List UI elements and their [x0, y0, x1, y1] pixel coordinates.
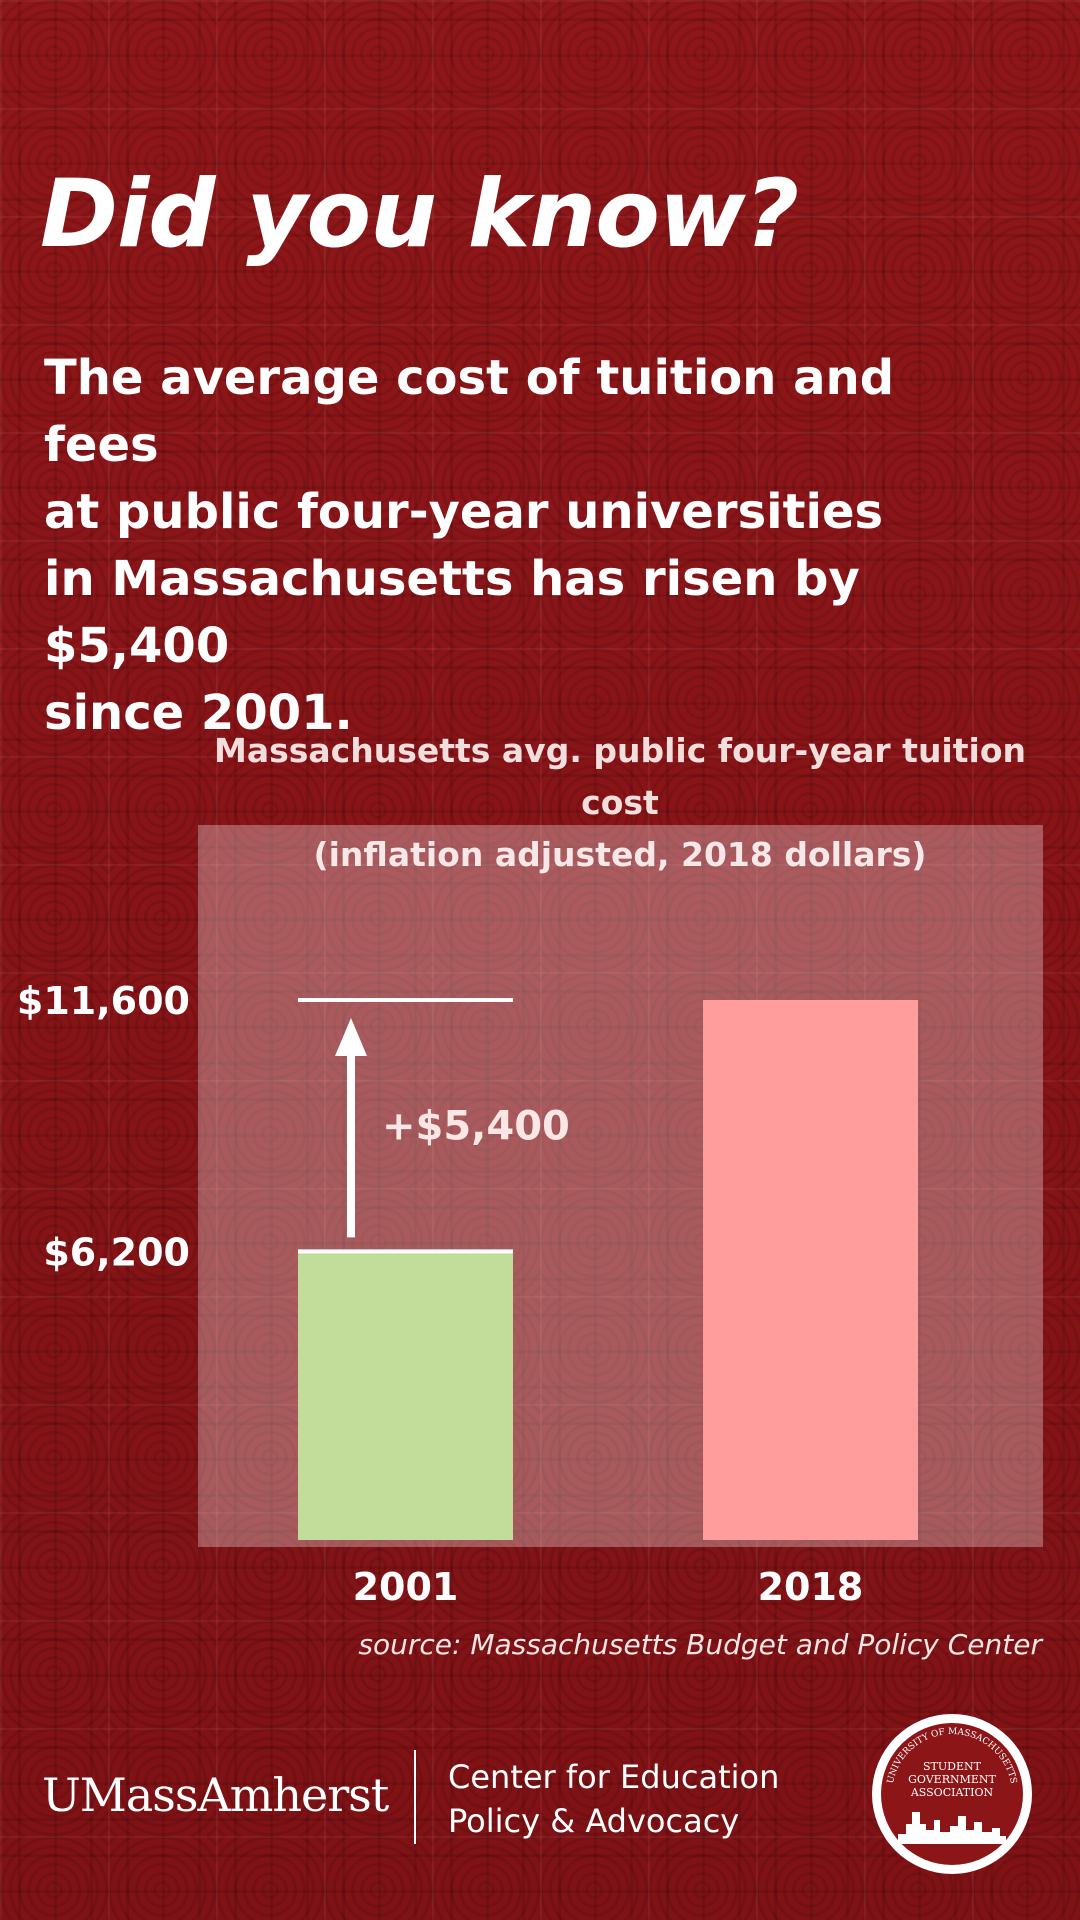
summary-line-2: at public four-year universities [44, 484, 884, 540]
chart-subtitle: (inflation adjusted, 2018 dollars) [180, 829, 1060, 881]
center-name: Center for Education Policy & Advocacy [448, 1755, 779, 1843]
seal-line-2: GOVERNMENT [908, 1773, 996, 1786]
seal-line-3: ASSOCIATION [910, 1786, 994, 1799]
student-government-seal: UNIVERSITY OF MASSACHUSETTS STUDENT GOVE… [872, 1714, 1032, 1874]
value-label-2001: $6,200 [43, 1230, 190, 1274]
summary-line-1: The average cost of tuition and fees [44, 350, 895, 473]
summary-line-4: since 2001. [44, 685, 353, 741]
category-label-2001: 2001 [353, 1565, 459, 1609]
increase-arrow-head [335, 1018, 367, 1056]
summary-line-3: in Massachusetts has risen by $5,400 [44, 551, 860, 674]
center-name-line-1: Center for Education [448, 1758, 780, 1796]
increase-annotation: +$5,400 [382, 1104, 570, 1150]
bar-2001 [298, 1251, 513, 1540]
summary-text: The average cost of tuition and fees at … [44, 345, 1024, 747]
value-label-2018: $11,600 [17, 979, 190, 1023]
chart-title: Massachusetts avg. public four-year tuit… [214, 731, 1026, 822]
footer-divider [414, 1750, 416, 1844]
source-note: source: Massachusetts Budget and Policy … [358, 1628, 1042, 1661]
seal-line-1: STUDENT [923, 1760, 982, 1773]
center-name-line-2: Policy & Advocacy [448, 1802, 740, 1840]
umass-amherst-logo: UMassAmherst [42, 1768, 389, 1822]
category-label-2018: 2018 [758, 1565, 864, 1609]
bar-2018 [703, 1000, 918, 1540]
chart-title-block: Massachusetts avg. public four-year tuit… [180, 725, 1060, 881]
skyline-icon [898, 1812, 1006, 1844]
headline: Did you know? [40, 160, 799, 269]
